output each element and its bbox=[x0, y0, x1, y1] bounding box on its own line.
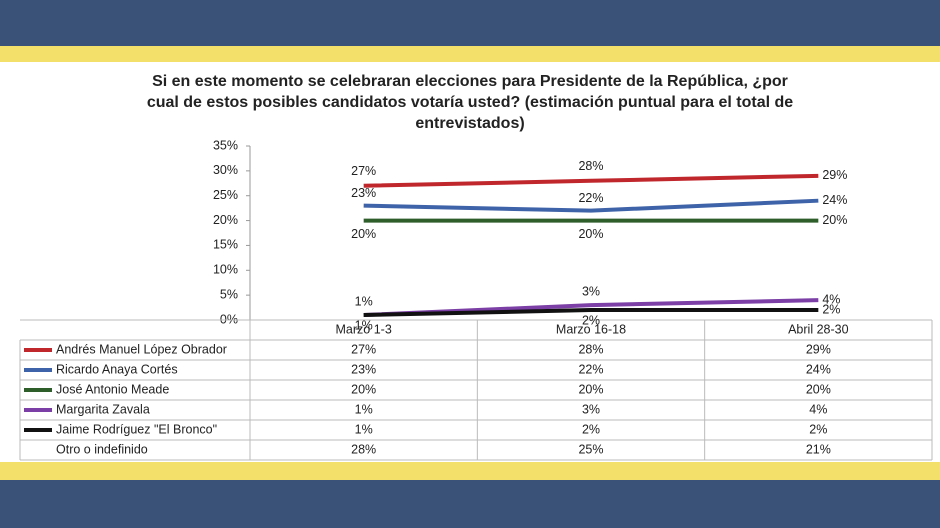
table-cell: 1% bbox=[355, 422, 373, 436]
data-label: 20% bbox=[351, 227, 376, 241]
chart-title: cual de estos posibles candidatos votarí… bbox=[147, 94, 793, 111]
data-label: 2% bbox=[822, 302, 840, 316]
table-cell: 28% bbox=[351, 442, 376, 456]
chart-title: Si en este momento se celebraran eleccio… bbox=[152, 73, 788, 90]
data-label: 3% bbox=[582, 284, 600, 298]
legend-label: Ricardo Anaya Cortés bbox=[56, 362, 178, 376]
y-tick-label: 35% bbox=[213, 138, 238, 152]
chart-area bbox=[0, 62, 940, 462]
table-cell: 28% bbox=[578, 342, 603, 356]
data-label: 24% bbox=[822, 193, 847, 207]
table-cell: 1% bbox=[355, 402, 373, 416]
data-label: 20% bbox=[822, 213, 847, 227]
series-line bbox=[363, 173, 819, 188]
data-label: 20% bbox=[578, 227, 603, 241]
series-line bbox=[363, 308, 819, 318]
table-cell: 2% bbox=[582, 422, 600, 436]
data-label: 1% bbox=[355, 318, 373, 332]
legend-label: Margarita Zavala bbox=[56, 402, 150, 416]
top-band bbox=[0, 0, 940, 46]
table-cell: 23% bbox=[351, 362, 376, 376]
legend-label: Andrés Manuel López Obrador bbox=[56, 342, 227, 356]
chart-title: entrevistados) bbox=[415, 115, 524, 132]
x-tick-label: Marzo 16-18 bbox=[556, 322, 626, 336]
y-tick-label: 0% bbox=[220, 312, 238, 326]
table-cell: 20% bbox=[806, 382, 831, 396]
x-tick-label: Abril 28-30 bbox=[788, 322, 848, 336]
y-tick-label: 20% bbox=[213, 213, 238, 227]
table-cell: 3% bbox=[582, 402, 600, 416]
y-tick-label: 5% bbox=[220, 287, 238, 301]
table-cell: 24% bbox=[806, 362, 831, 376]
legend-label: Jaime Rodríguez "El Bronco" bbox=[56, 422, 217, 436]
table-cell: 4% bbox=[809, 402, 827, 416]
y-tick-label: 10% bbox=[213, 263, 238, 277]
y-tick-label: 15% bbox=[213, 238, 238, 252]
legend-label: José Antonio Meade bbox=[56, 382, 169, 396]
x-tick-label: Marzo 1-3 bbox=[336, 322, 392, 336]
data-label: 22% bbox=[578, 191, 603, 205]
series-line bbox=[363, 198, 819, 213]
bottom-stripe bbox=[0, 462, 940, 480]
table-cell: 2% bbox=[809, 422, 827, 436]
y-tick-label: 30% bbox=[213, 163, 238, 177]
table-cell: 20% bbox=[351, 382, 376, 396]
data-label: 2% bbox=[582, 313, 600, 327]
data-label: 23% bbox=[351, 186, 376, 200]
data-label: 29% bbox=[822, 168, 847, 182]
top-stripe bbox=[0, 46, 940, 62]
data-label: 28% bbox=[578, 159, 603, 173]
table-cell: 29% bbox=[806, 342, 831, 356]
table-cell: 20% bbox=[578, 382, 603, 396]
data-label: 4% bbox=[822, 292, 840, 306]
data-label: 1% bbox=[355, 294, 373, 308]
data-label: 27% bbox=[351, 164, 376, 178]
table-cell: 22% bbox=[578, 362, 603, 376]
legend-label: Otro o indefinido bbox=[56, 442, 148, 456]
y-tick-label: 25% bbox=[213, 188, 238, 202]
table-cell: 27% bbox=[351, 342, 376, 356]
table-cell: 21% bbox=[806, 442, 831, 456]
table-cell: 25% bbox=[578, 442, 603, 456]
